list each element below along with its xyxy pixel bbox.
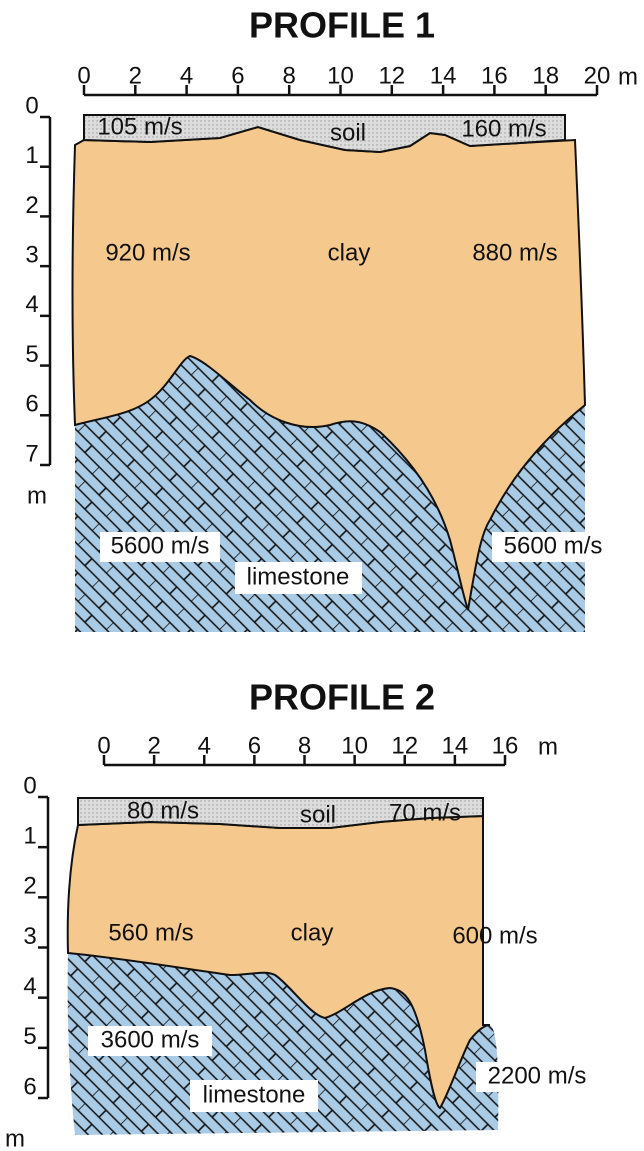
y-tick-label: 4 (23, 973, 36, 1000)
profile-title: PROFILE 2 (249, 677, 435, 718)
y-tick-label: 5 (23, 1023, 36, 1050)
x-tick-label: 8 (283, 62, 296, 89)
y-tick-label: 0 (25, 92, 38, 119)
x-unit: m (538, 733, 558, 760)
layer-label: soil (330, 119, 366, 146)
x-unit: m (618, 63, 638, 90)
y-unit: m (27, 482, 47, 509)
profile-1: PROFILE 1 m m 105 m/s soil 160 m/s 920 m… (27, 5, 638, 632)
x-tick-label: 4 (198, 732, 211, 759)
x-tick-label: 0 (97, 732, 110, 759)
layer-label: limestone (247, 563, 350, 590)
y-tick-label: 1 (25, 142, 38, 169)
layer-label: 70 m/s (389, 799, 461, 826)
x-tick-label: 18 (532, 62, 559, 89)
layer-label: 880 m/s (472, 239, 557, 266)
layer-label: 80 m/s (127, 797, 199, 824)
y-tick-label: 6 (23, 1073, 36, 1100)
profile-title: PROFILE 1 (249, 5, 435, 46)
y-tick-label: 7 (25, 440, 38, 467)
layer-label: 160 m/s (461, 115, 546, 142)
x-tick-label: 12 (391, 732, 418, 759)
x-tick-label: 16 (481, 62, 508, 89)
x-tick-label: 2 (147, 732, 160, 759)
x-tick-label: 12 (378, 62, 405, 89)
x-tick-label: 6 (231, 62, 244, 89)
layer-label: 560 m/s (108, 919, 193, 946)
layer-label: soil (300, 801, 336, 828)
x-tick-label: 10 (327, 62, 354, 89)
layer-label: clay (291, 919, 334, 946)
x-tick-label: 20 (584, 62, 611, 89)
x-tick-label: 14 (430, 62, 457, 89)
x-tick-label: 14 (442, 732, 469, 759)
x-tick-label: 8 (298, 732, 311, 759)
x-tick-label: 10 (341, 732, 368, 759)
layer-label: 105 m/s (97, 113, 182, 140)
layer-label: limestone (203, 1081, 306, 1108)
y-tick-label: 1 (23, 823, 36, 850)
x-tick-label: 6 (248, 732, 261, 759)
x-tick-label: 2 (129, 62, 142, 89)
y-unit: m (5, 1125, 25, 1151)
layer-label: 600 m/s (452, 922, 537, 949)
layer-label: 2200 m/s (488, 1062, 587, 1089)
y-tick-label: 0 (23, 772, 36, 799)
x-tick-label: 0 (77, 62, 90, 89)
layer-label: clay (328, 239, 371, 266)
layer-label: 5600 m/s (111, 532, 210, 559)
page: PROFILE 1 m m 105 m/s soil 160 m/s 920 m… (0, 0, 644, 1151)
y-tick-label: 2 (23, 873, 36, 900)
y-tick-label: 3 (23, 923, 36, 950)
y-tick-label: 2 (25, 192, 38, 219)
layer-label: 3600 m/s (101, 1026, 200, 1053)
x-tick-label: 16 (492, 732, 519, 759)
layer-label: 5600 m/s (504, 532, 603, 559)
y-tick-label: 3 (25, 241, 38, 268)
y-tick-label: 6 (25, 391, 38, 418)
y-tick-label: 5 (25, 341, 38, 368)
y-tick-label: 4 (25, 291, 38, 318)
layer-label: 920 m/s (105, 239, 190, 266)
x-tick-label: 4 (180, 62, 193, 89)
